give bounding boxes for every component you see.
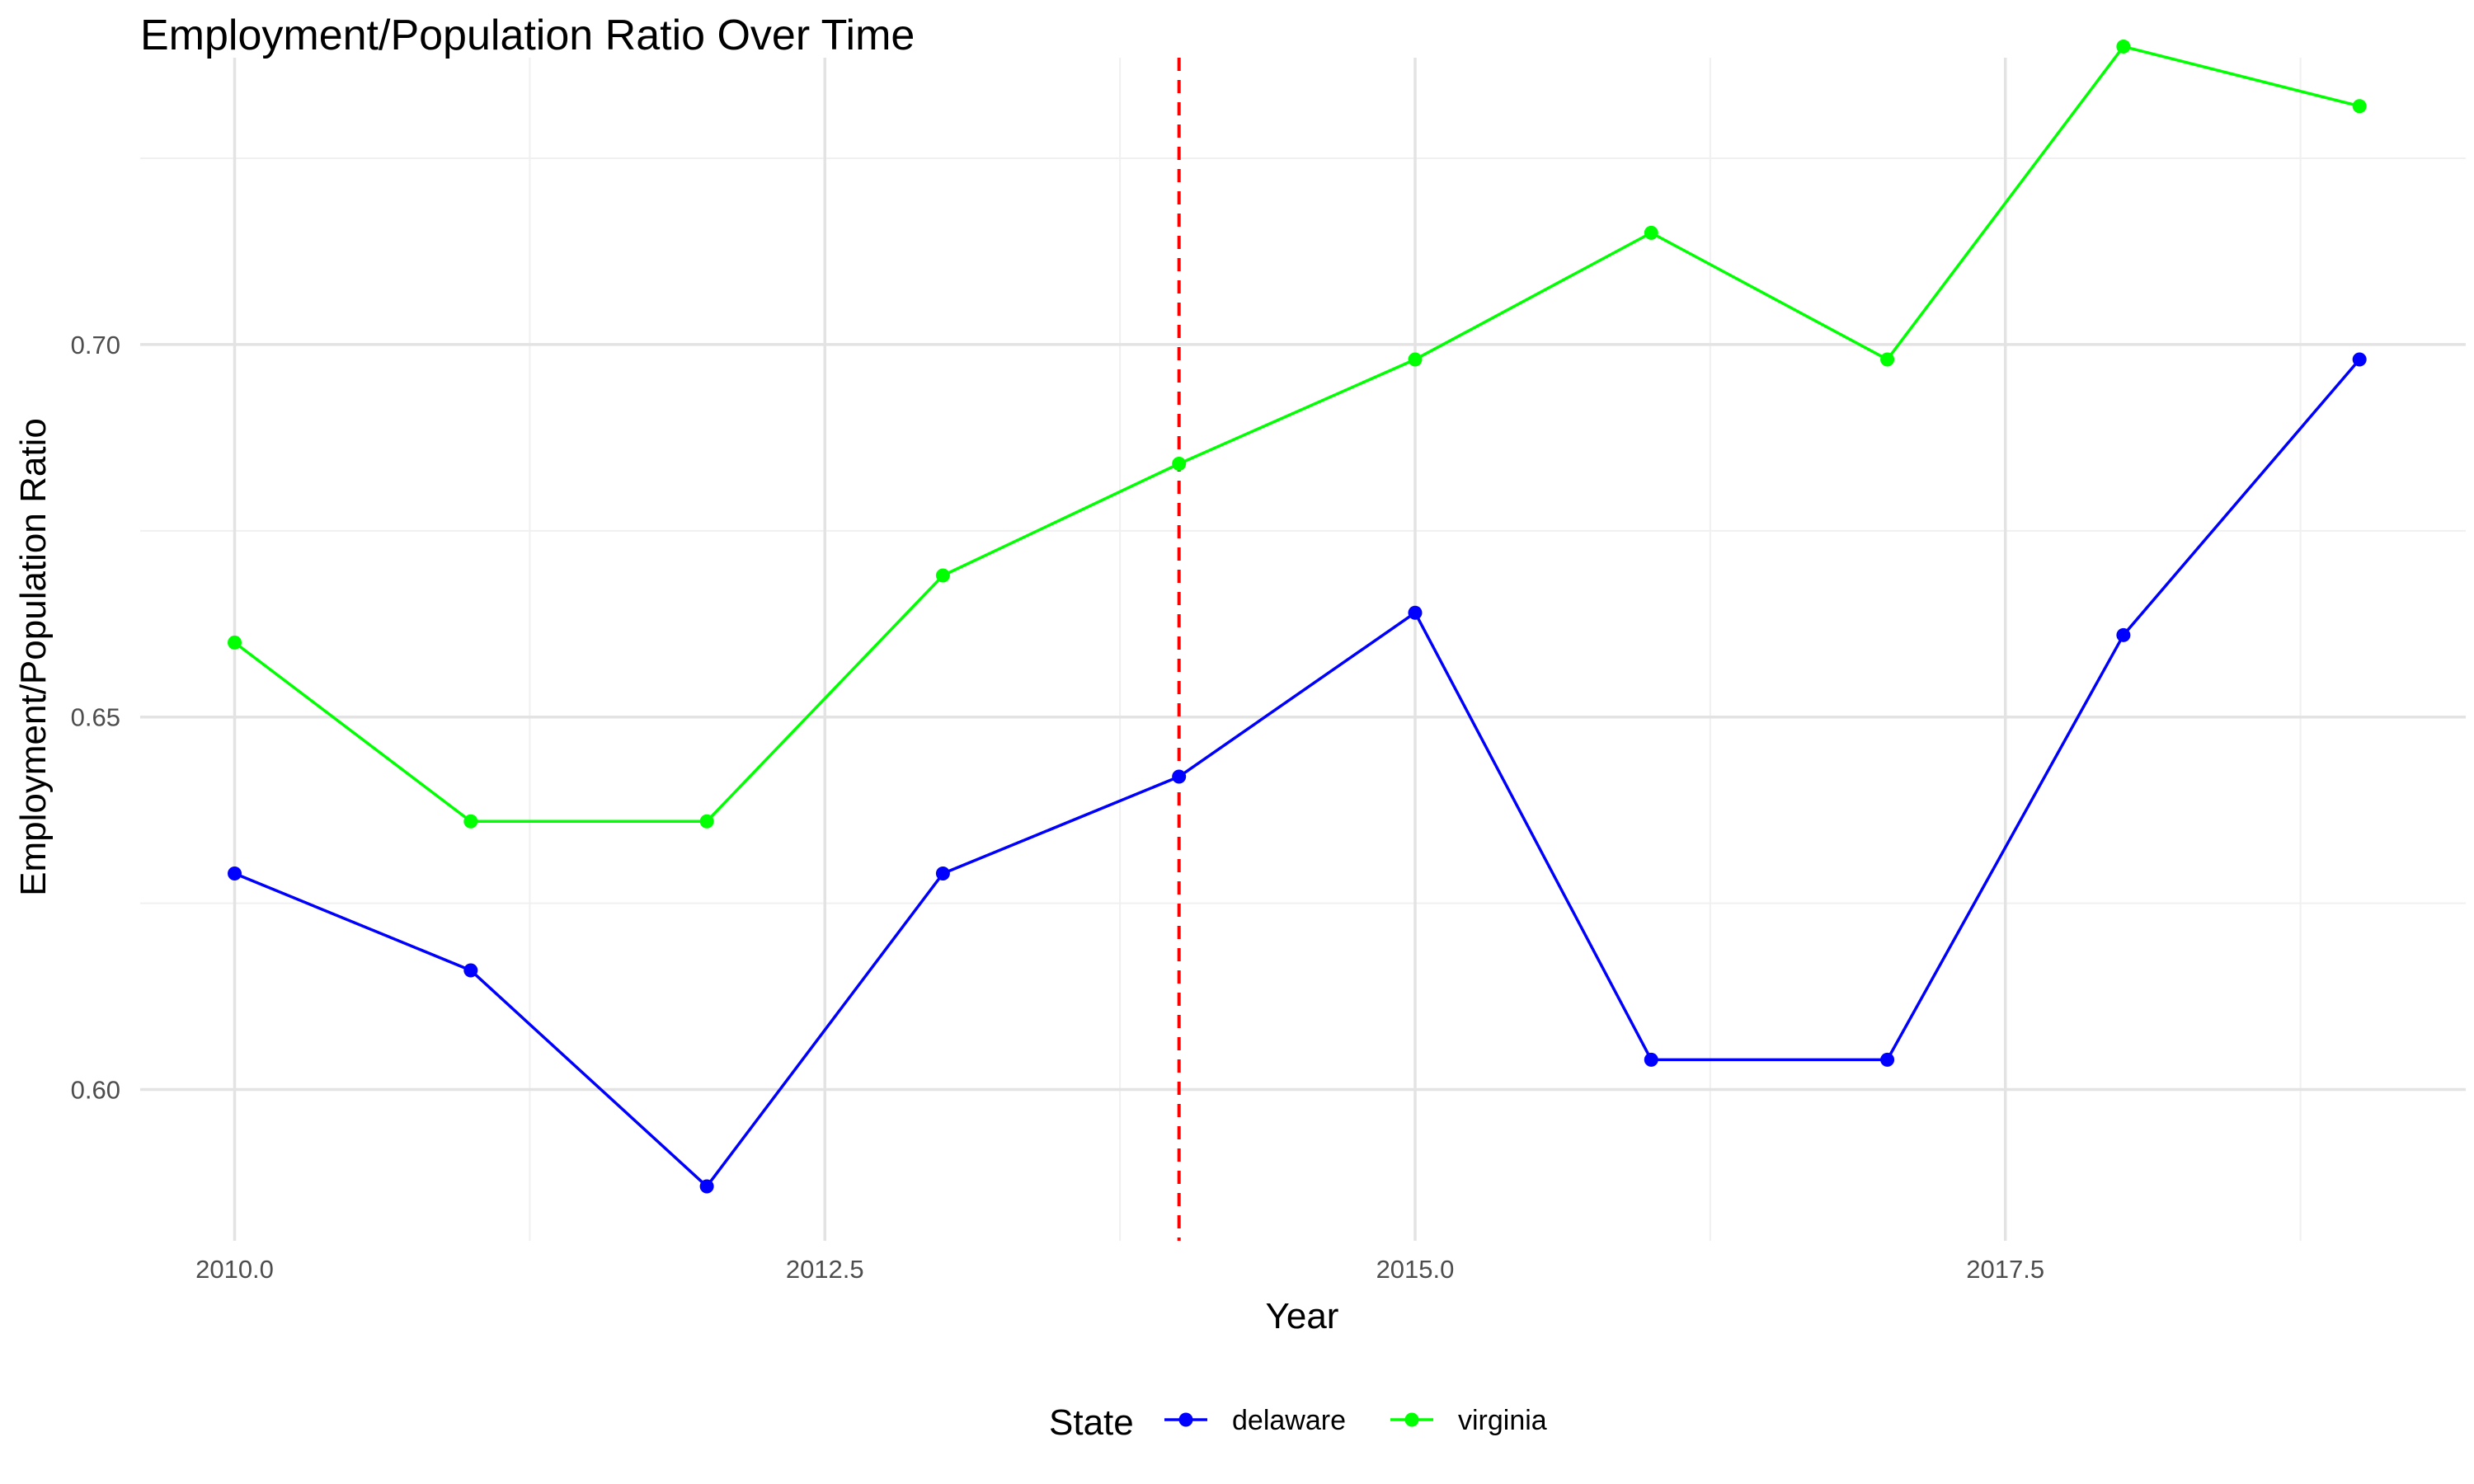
data-point-delaware [699, 1179, 714, 1194]
y-axis-title: Employment/Population Ratio [13, 418, 54, 896]
x-tick-label: 2012.5 [786, 1255, 864, 1284]
legend-key-point-delaware [1178, 1412, 1193, 1427]
data-point-delaware [1408, 605, 1423, 620]
x-tick-label: 2017.5 [1966, 1255, 2044, 1284]
legend: State delaware virginia [1049, 1402, 1547, 1443]
axis-ticks: 2010.0 2012.5 2015.0 2017.5 0.60 0.65 0.70 [71, 331, 2044, 1284]
legend-title: State [1049, 1402, 1134, 1443]
data-point-delaware [1644, 1052, 1658, 1067]
data-point-virginia [1644, 225, 1658, 240]
series-line-delaware [233, 358, 2361, 1188]
data-point-virginia [699, 814, 714, 829]
data-point-delaware [2352, 352, 2367, 367]
series [228, 39, 2367, 1194]
data-point-delaware [1880, 1052, 1895, 1067]
x-tick-label: 2015.0 [1376, 1255, 1455, 1284]
data-point-virginia [1880, 352, 1895, 367]
legend-label-delaware: delaware [1232, 1405, 1346, 1436]
y-tick-label: 0.65 [71, 703, 120, 732]
data-point-delaware [463, 963, 478, 978]
y-tick-label: 0.70 [71, 331, 120, 359]
series-line-virginia [233, 45, 2360, 823]
data-point-delaware [228, 866, 242, 881]
y-tick-label: 0.60 [71, 1076, 120, 1105]
data-point-virginia [1172, 456, 1187, 471]
data-point-delaware [2116, 627, 2131, 642]
legend-label-virginia: virginia [1458, 1405, 1547, 1436]
data-point-delaware [1172, 769, 1187, 784]
data-point-virginia [228, 635, 242, 650]
data-point-delaware [935, 866, 950, 881]
x-axis-title: Year [1266, 1296, 1339, 1336]
legend-key-point-virginia [1404, 1412, 1419, 1427]
data-point-virginia [2116, 39, 2131, 54]
x-tick-label: 2010.0 [195, 1255, 274, 1284]
data-point-virginia [935, 568, 950, 583]
chart-title: Employment/Population Ratio Over Time [140, 12, 915, 59]
data-point-virginia [463, 814, 478, 829]
data-point-virginia [2352, 99, 2367, 114]
data-point-virginia [1408, 352, 1423, 367]
